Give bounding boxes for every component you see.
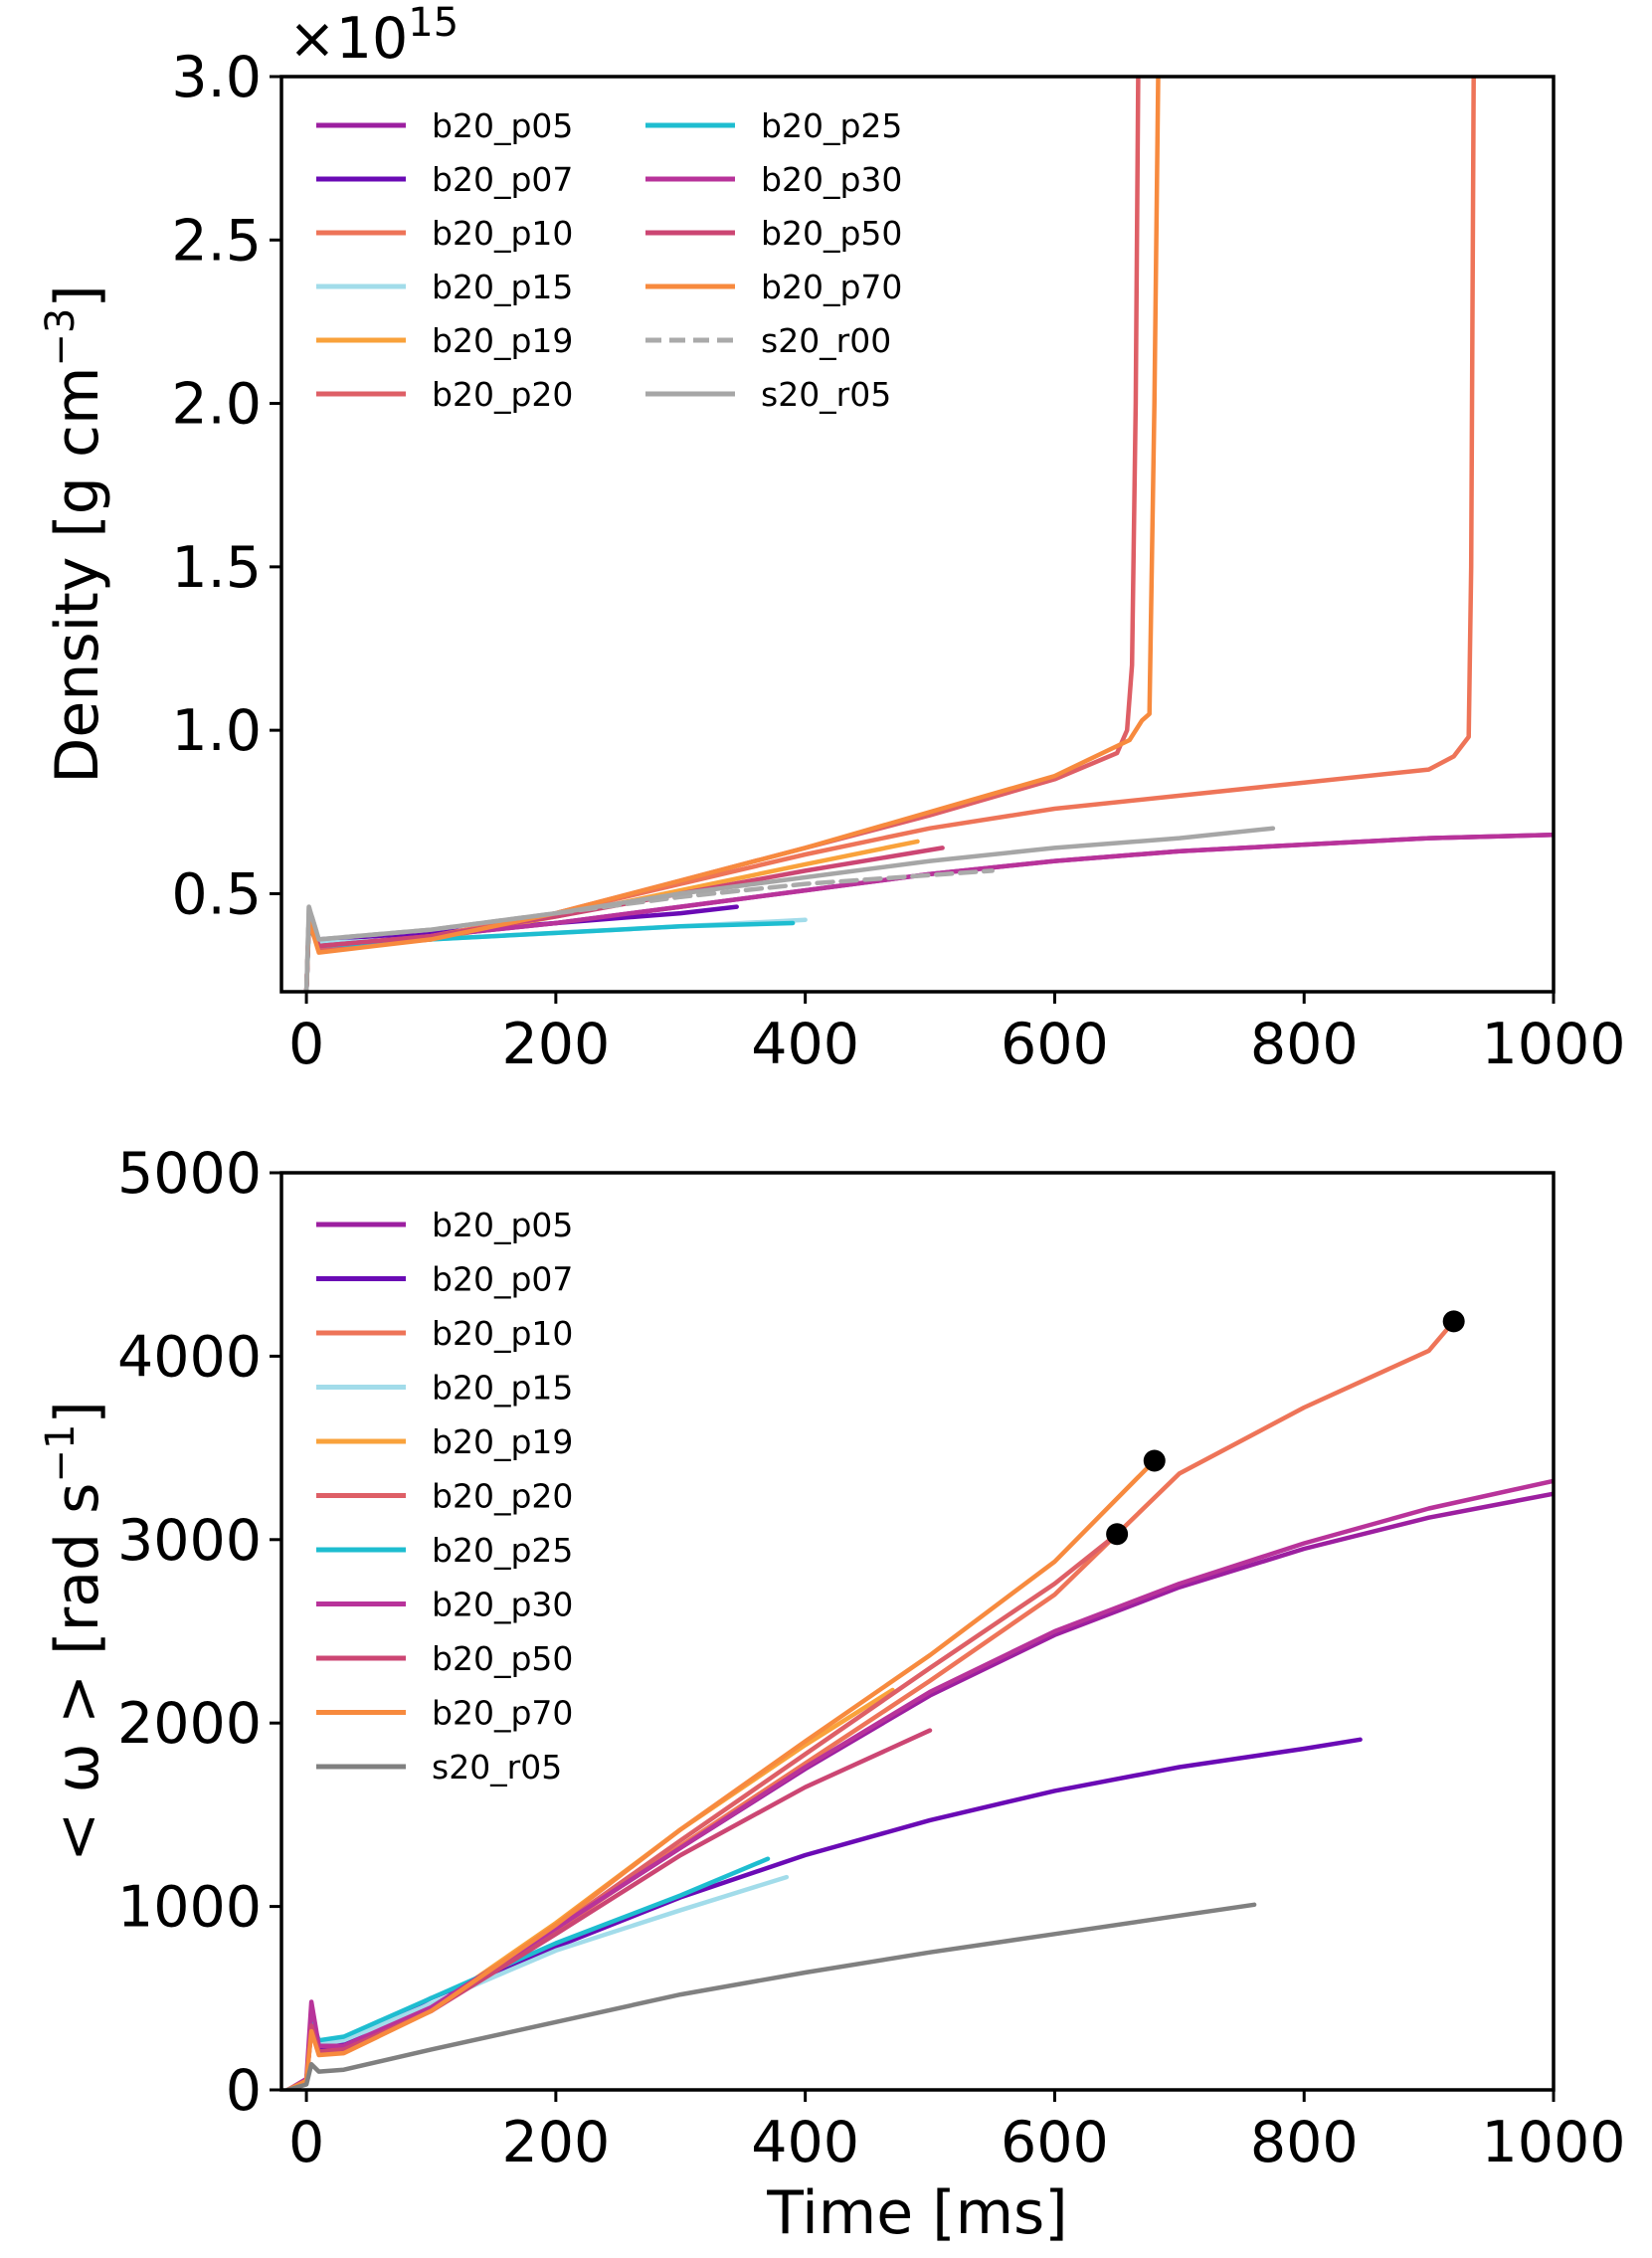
legend-label-b20_p70: b20_p70 [761,268,902,306]
collapse-marker-1 [1143,1449,1166,1472]
legend-label-b20_p19: b20_p19 [432,1422,573,1461]
y-tick-label: 3.0 [171,45,262,110]
y-tick-label: 2.0 [171,372,262,438]
legend-label-b20_p10: b20_p10 [432,1314,573,1353]
series-line-b20_p05 [285,1491,1554,2090]
y-tick-label: 1000 [117,1875,262,1941]
x-tick-label: 1000 [1481,2110,1625,2175]
x-tick-label: 200 [501,1012,610,1077]
legend-label-b20_p15: b20_p15 [432,268,573,306]
legend-label-s20_r05: s20_r05 [761,375,891,414]
legend: b20_p05 b20_p07 b20_p10 b20_p15 b20_p19 b20_p… [316,106,902,414]
x-tick-label: 400 [751,1012,859,1077]
legend-label-s20_r05: s20_r05 [432,1748,562,1787]
legend-label-s20_r00: s20_r00 [761,321,891,360]
x-tick-label: 800 [1250,1012,1359,1077]
series-group [285,1319,1554,2090]
series-line-b20_p05 [303,833,1554,992]
legend-label-b20_p20: b20_p20 [432,375,573,414]
collapse-marker-0 [1106,1523,1129,1546]
legend-label-b20_p10: b20_p10 [432,214,573,253]
legend-label-b20_p15: b20_p15 [432,1369,573,1408]
series-line-s20_r05 [303,826,1276,992]
y-tick-label: 3000 [117,1508,262,1574]
x-tick-label: 0 [288,2110,324,2175]
legend-label-b20_p07: b20_p07 [432,1260,573,1299]
y-axis-label: Density [g cm−3] [38,284,112,784]
y-tick-label: 4000 [117,1324,262,1390]
y-axis-label: < ω > [rad s−1] [38,1401,112,1862]
series-line-b20_p15 [285,1874,790,2090]
x-tick-label: 800 [1250,2110,1359,2175]
y-tick-label: 5000 [117,1141,262,1207]
y-tick-label: 2.5 [171,208,262,274]
legend-label-b20_p70: b20_p70 [432,1694,573,1733]
series-line-b20_p70 [303,77,1161,992]
y-tick-label: 0.5 [171,861,262,927]
x-axis-label: Time [ms] [766,2178,1067,2248]
angular-velocity-plot: 0 200 400 600 800 1000 0 1000 2000 3000 4000 5000 < … [38,1141,1626,2248]
legend-label-b20_p05: b20_p05 [432,106,573,145]
axes-frame [279,75,1556,994]
legend-label-b20_p25: b20_p25 [761,106,902,145]
axes-frame [279,1171,1556,2092]
x-tick-label: 600 [1001,1012,1109,1077]
x-tick-label: 600 [1001,2110,1109,2175]
series-line-b20_p30 [285,1478,1554,2090]
legend-label-b20_p25: b20_p25 [432,1531,573,1570]
legend-label-b20_p50: b20_p50 [761,214,902,253]
y-tick-label: 0 [226,2058,262,2124]
legend-label-b20_p20: b20_p20 [432,1477,573,1516]
series-group [303,77,1554,992]
series-line-s20_r05 [285,1902,1257,2090]
series-line-b20_p15 [303,917,808,992]
series-line-b20_p30 [303,833,1554,992]
legend-label-b20_p19: b20_p19 [432,321,573,360]
density-plot: 0 200 400 600 800 1000 0.5 1.0 1.5 2.0 2.5 3.0 ×1015… [38,0,1626,1077]
x-tick-label: 0 [288,1012,324,1077]
legend-label-b20_p05: b20_p05 [432,1206,573,1244]
legend-label-b20_p07: b20_p07 [432,160,573,199]
legend-label-b20_p30: b20_p30 [432,1586,573,1624]
series-line-b20_p70 [285,1458,1157,2090]
y-offset-text: ×1015 [288,0,459,72]
y-tick-label: 2000 [117,1691,262,1757]
x-tick-label: 200 [501,2110,610,2175]
x-tick-label: 1000 [1481,1012,1625,1077]
y-tick-label: 1.0 [171,698,262,764]
x-tick-label: 400 [751,2110,859,2175]
legend: b20_p05 b20_p07 b20_p10 b20_p15 b20_p19 b20_p… [316,1206,573,1787]
collapse-marker-2 [1442,1310,1465,1333]
legend-label-b20_p50: b20_p50 [432,1639,573,1678]
legend-label-b20_p30: b20_p30 [761,160,902,199]
y-tick-label: 1.5 [171,535,262,601]
